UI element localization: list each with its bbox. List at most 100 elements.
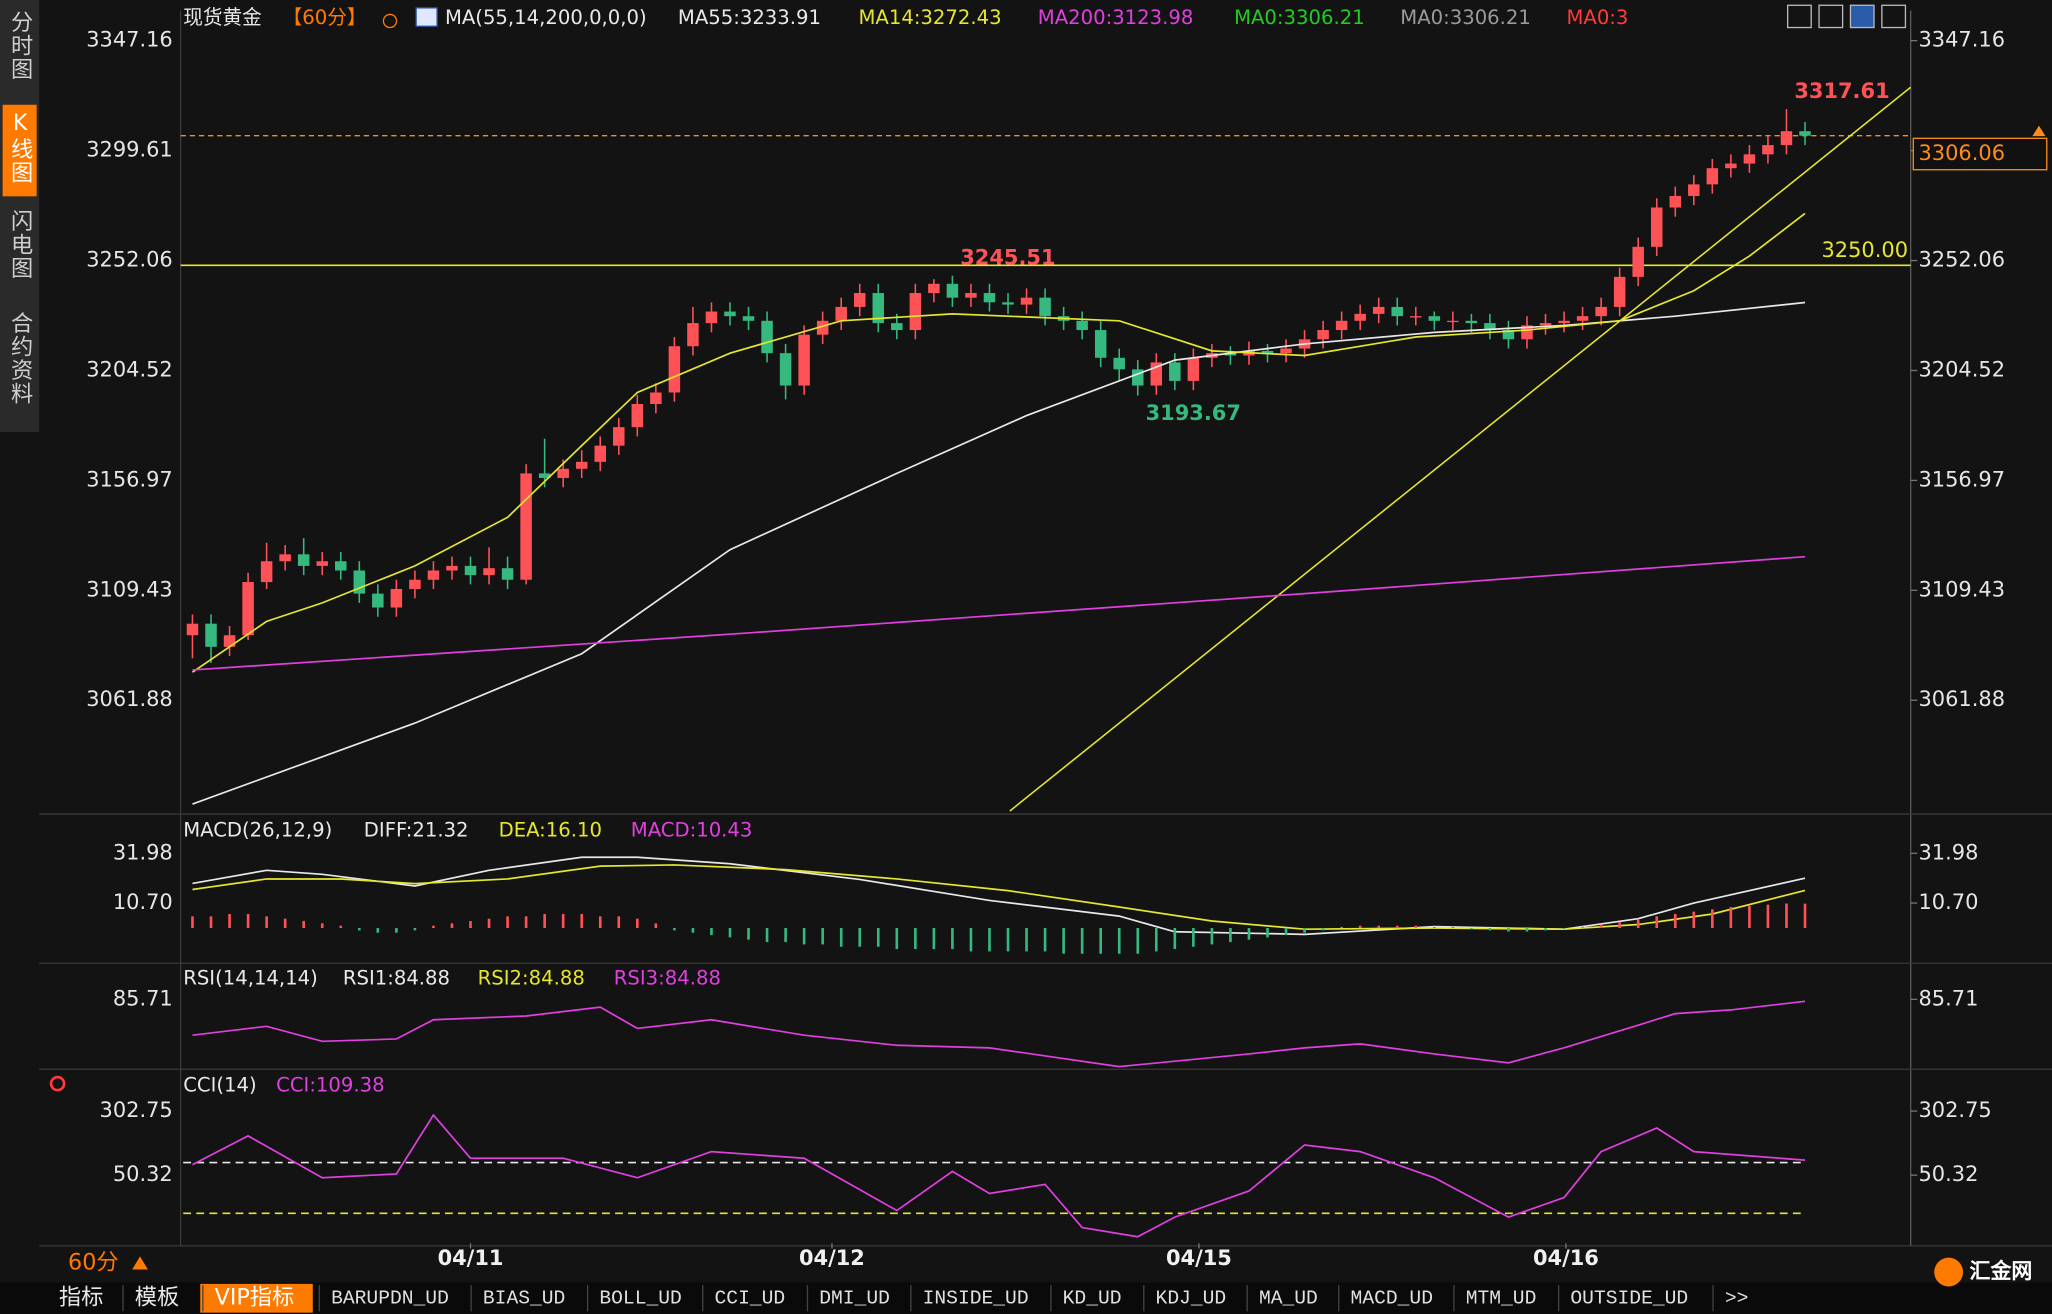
macd-bar [450, 923, 454, 929]
candle-body [1002, 302, 1014, 305]
macd-bar [1340, 926, 1343, 929]
macd-bar [710, 928, 713, 936]
indicator-line [192, 856, 1806, 936]
candle-body [613, 427, 625, 446]
icon-button[interactable] [1849, 4, 1875, 29]
legend-entry: RSI2:84.88 [478, 966, 585, 989]
period-arrow[interactable] [132, 1256, 148, 1270]
macd-bar [543, 914, 546, 929]
indicator-line [192, 555, 1806, 671]
bottom-tab[interactable]: KD_UD [1063, 1287, 1122, 1309]
x-tick-label: 04/12 [799, 1246, 865, 1270]
candle-body [853, 293, 866, 307]
y-tick-label: 3204.52 [1919, 357, 2006, 381]
period-selector[interactable]: 60分 [68, 1249, 119, 1275]
macd-bar [1154, 928, 1158, 952]
macd-bar [1785, 903, 1788, 929]
macd-bar [1303, 928, 1306, 933]
macd-bar [1599, 924, 1603, 929]
bottom-tab[interactable]: MACD_UD [1351, 1287, 1433, 1309]
sidebar-tab[interactable]: K线图 [7, 110, 33, 184]
macd-bar [1766, 904, 1770, 929]
icon-button[interactable] [1786, 4, 1812, 29]
macd-bar [1192, 928, 1195, 947]
candle-body [279, 554, 291, 562]
macd-bar [988, 928, 991, 952]
bottom-tab[interactable]: MA_UD [1259, 1287, 1318, 1309]
candle-body [1410, 316, 1422, 318]
candle-body [1150, 362, 1163, 386]
candle-body [242, 582, 254, 636]
bottom-tab[interactable]: INSIDE_UD [923, 1287, 1029, 1309]
macd-bar [914, 928, 917, 950]
bottom-tab[interactable]: KDJ_UD [1156, 1287, 1227, 1309]
candle-body [464, 565, 477, 576]
y-tick-label: 3347.16 [86, 28, 173, 52]
candle-body [1094, 330, 1107, 358]
candle-body [742, 316, 755, 321]
macd-bar [580, 914, 584, 929]
legend-entry: RSI3:84.88 [614, 966, 721, 989]
macd-bar [1470, 928, 1473, 930]
candle-body [1132, 369, 1144, 386]
macd-bar [1507, 928, 1510, 932]
candle-body [1224, 353, 1237, 356]
macd-bar [1711, 909, 1714, 929]
candle-body [1428, 316, 1441, 321]
macd-bar [1043, 928, 1047, 952]
bottom-tab[interactable]: OUTSIDE_UD [1570, 1287, 1688, 1309]
bottom-tab[interactable]: CCI_UD [715, 1287, 786, 1309]
macd-bar [209, 916, 213, 929]
candle-body [891, 323, 903, 331]
toolbar-icons[interactable] [1786, 4, 1907, 29]
candle-body [1558, 320, 1570, 324]
macd-bar [784, 928, 787, 943]
add-icon[interactable] [382, 13, 398, 29]
macd-bar [1006, 928, 1010, 952]
bottom-tab[interactable]: BIAS_UD [483, 1287, 565, 1309]
icon-button[interactable] [1881, 4, 1907, 29]
y-tick-label: 302.75 [100, 1098, 173, 1122]
sidebar-tab[interactable]: 分时图 [7, 10, 33, 81]
indicator: MA(55,14,200,0,0,0) [445, 6, 647, 29]
macd-bar [1377, 925, 1381, 929]
macd-bar [265, 916, 268, 929]
bottom-tab[interactable]: VIP指标 [215, 1285, 295, 1311]
candle-body [483, 568, 495, 576]
bottom-tab[interactable]: DMI_UD [819, 1287, 890, 1309]
y-tick-label: 3156.97 [1919, 467, 2006, 491]
macd-bar [728, 928, 732, 938]
macd-bar [228, 914, 231, 929]
y-tick-label: 50.32 [1919, 1162, 1979, 1186]
bottom-tab[interactable]: 指标 [59, 1285, 103, 1311]
bottom-tab[interactable]: BOLL_UD [599, 1287, 681, 1309]
candle-body [1743, 154, 1756, 164]
y-tick-label: 85.71 [1919, 986, 1979, 1010]
bottom-tab[interactable]: BARUPDN_UD [331, 1287, 449, 1309]
sidebar-tab[interactable]: 闪电图 [7, 209, 33, 280]
candle-body [1354, 313, 1366, 321]
macd-bar [1581, 926, 1584, 929]
macd-bar [561, 914, 565, 929]
macd-bar [673, 928, 676, 931]
macd-bar [1321, 928, 1325, 931]
price-arrow [2032, 125, 2046, 137]
candle-body [1595, 306, 1607, 317]
candle-body [705, 311, 718, 324]
icon-button[interactable] [1818, 4, 1844, 29]
macd-bar [839, 928, 843, 947]
macd-bar [246, 914, 250, 929]
sidebar [0, 0, 40, 432]
bottom-tab[interactable]: 模板 [135, 1285, 179, 1311]
bottom-tab[interactable]: >> [1725, 1287, 1749, 1309]
sidebar-tab[interactable]: 合约资料 [7, 311, 33, 406]
macd-bar [1229, 928, 1232, 943]
candle-body [1447, 320, 1459, 323]
candle-body [983, 293, 996, 303]
macd-bar [617, 916, 621, 929]
bottom-tab[interactable]: MTM_UD [1466, 1287, 1537, 1309]
y-tick-label: 3252.06 [1919, 248, 2006, 272]
candle-body [1391, 306, 1403, 317]
y-tick-label: 3347.16 [1919, 28, 2006, 52]
y-tick-label: 3204.52 [86, 357, 173, 381]
